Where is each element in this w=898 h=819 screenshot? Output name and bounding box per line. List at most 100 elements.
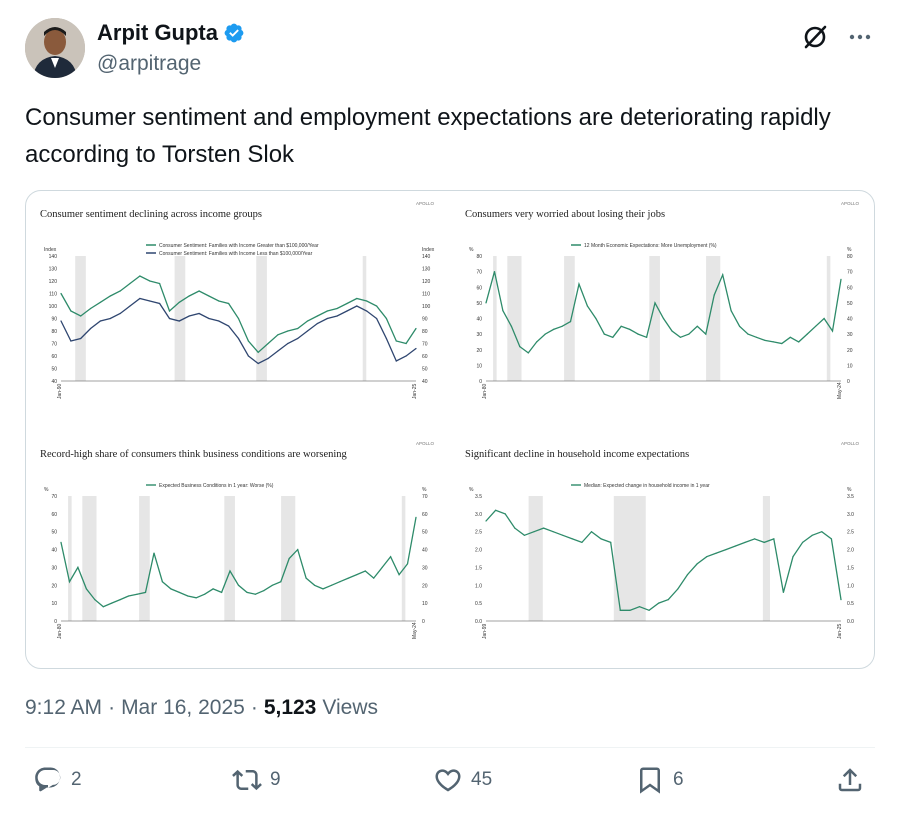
data-point	[60, 292, 62, 295]
avatar[interactable]	[25, 18, 85, 78]
data-point	[696, 325, 698, 327]
tweet-time[interactable]: 9:12 AM	[25, 696, 103, 719]
y-tick-label: 20	[847, 348, 853, 354]
data-point	[395, 340, 397, 342]
data-point	[85, 588, 87, 590]
y-tick-label: 110	[422, 292, 430, 298]
legend-label: Median: Expected change in household inc…	[584, 483, 710, 489]
y-tick-label: 100	[422, 304, 431, 310]
repost-button[interactable]: 9	[232, 765, 281, 795]
data-point	[764, 339, 766, 341]
data-point	[237, 337, 240, 340]
data-point	[70, 340, 72, 342]
data-point	[514, 527, 516, 529]
y-tick-label: 10	[51, 601, 57, 607]
data-point	[754, 538, 756, 540]
data-point	[267, 357, 269, 360]
data-point	[168, 317, 171, 320]
data-point	[187, 595, 189, 597]
y-tick-label: 0.5	[475, 601, 482, 607]
y-tick-label: 50	[51, 367, 57, 373]
data-point	[600, 538, 602, 540]
data-point	[356, 297, 358, 300]
y-tick-label: 30	[51, 565, 57, 571]
data-point	[543, 527, 545, 529]
data-point	[586, 305, 588, 307]
data-point	[366, 300, 368, 302]
data-point	[149, 280, 151, 282]
like-button[interactable]: 45	[433, 765, 492, 795]
data-point	[159, 302, 161, 305]
data-point	[406, 563, 409, 565]
data-point	[178, 320, 180, 322]
grok-icon[interactable]	[800, 22, 830, 52]
x-tick-label: Jan-90	[57, 383, 63, 399]
data-point	[385, 317, 387, 320]
y-tick-label: 0	[422, 619, 425, 625]
y-tick-label: 70	[51, 494, 57, 500]
data-point	[257, 362, 259, 365]
data-point	[619, 609, 621, 611]
data-point	[792, 556, 794, 558]
y-tick-label: 40	[476, 317, 482, 323]
data-point	[405, 355, 407, 357]
views-count: 5,123	[263, 696, 317, 719]
y-tick-label: 3.5	[847, 494, 854, 500]
data-point	[195, 597, 197, 599]
data-point	[128, 595, 130, 597]
y-tick-label: 60	[51, 512, 57, 518]
data-point	[119, 599, 121, 601]
y-tick-label: 2.5	[475, 530, 482, 536]
data-point	[405, 342, 407, 345]
y-tick-label: 50	[51, 530, 57, 536]
reply-button[interactable]: 2	[33, 765, 82, 795]
tweet-date[interactable]: Mar 16, 2025	[121, 696, 245, 719]
more-options-icon[interactable]	[845, 22, 875, 52]
recession-band	[75, 256, 86, 381]
tweet-media-image[interactable]: Consumer sentiment declining across inco…	[25, 190, 875, 669]
meta-separator: ·	[250, 696, 258, 719]
author-handle[interactable]: @arpitrage	[97, 52, 202, 75]
tweet-header: Arpit Gupta @arpitrage	[25, 18, 875, 80]
data-point	[705, 333, 707, 335]
data-point	[595, 317, 597, 320]
data-point	[218, 320, 220, 322]
data-point	[415, 347, 417, 350]
data-point	[297, 549, 299, 551]
data-point	[109, 295, 111, 297]
y-tick-label: 90	[422, 317, 428, 323]
data-point	[831, 330, 834, 332]
meta-separator: ·	[108, 696, 116, 719]
bookmark-button[interactable]: 6	[635, 765, 684, 795]
chart-grid: Consumer sentiment declining across inco…	[40, 201, 860, 639]
y-tick-label: 80	[51, 329, 57, 335]
data-point	[772, 341, 774, 343]
data-point	[246, 591, 248, 593]
data-point	[254, 593, 256, 595]
tweet-text: Consumer sentiment and employment expect…	[25, 104, 831, 168]
data-point	[280, 581, 282, 583]
data-point	[395, 360, 397, 362]
y-tick-label: 2.5	[847, 530, 854, 536]
data-point	[336, 307, 338, 310]
y-tick-label: 70	[476, 270, 482, 276]
series-line	[60, 517, 417, 608]
y-tick-label: 0.5	[847, 601, 854, 607]
share-button[interactable]	[835, 765, 865, 795]
recession-band	[826, 256, 831, 381]
chart-source: APOLLO	[841, 441, 860, 446]
x-tick-label: Jan-80	[482, 383, 488, 399]
y-tick-label: 120	[422, 279, 431, 285]
y-tick-label: 40	[422, 548, 428, 554]
data-point	[629, 609, 631, 611]
data-point	[638, 606, 641, 608]
y-tick-label: 60	[51, 354, 57, 360]
y-tick-label: 30	[422, 565, 428, 571]
data-point	[637, 333, 639, 335]
y-tick-label: 40	[847, 317, 853, 323]
data-point	[144, 591, 147, 593]
author-display-name[interactable]: Arpit Gupta	[97, 20, 218, 45]
data-point	[277, 350, 279, 352]
recession-band	[256, 256, 267, 381]
data-point	[782, 591, 784, 593]
